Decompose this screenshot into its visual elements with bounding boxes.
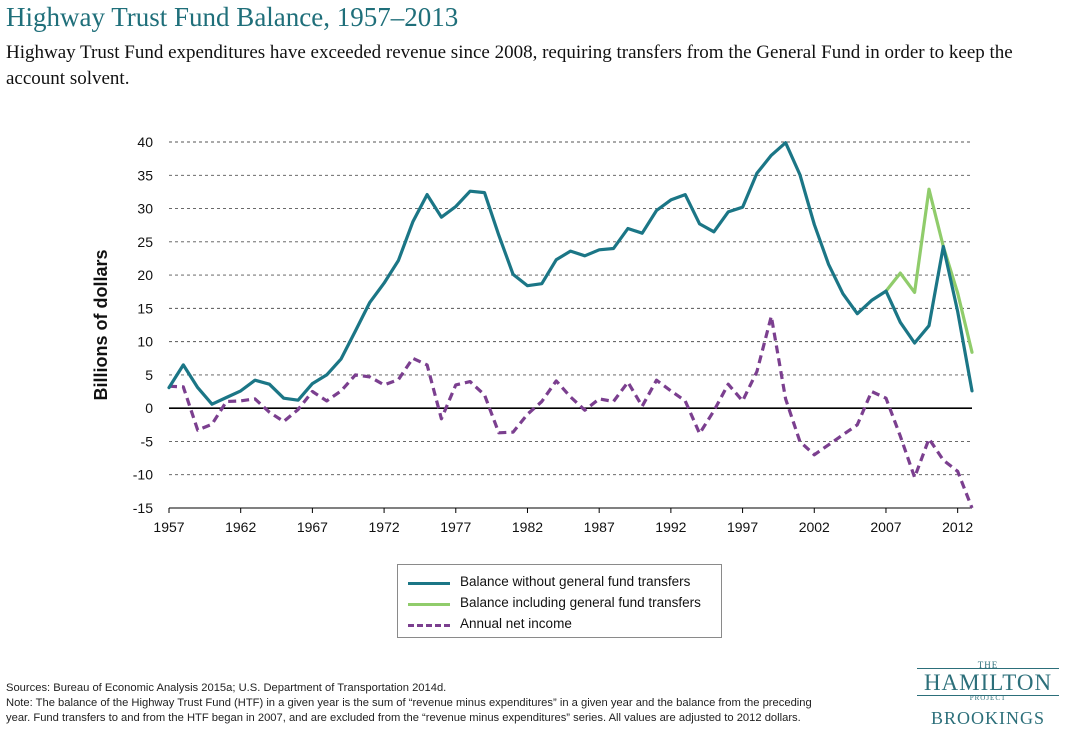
- x-tick-label: 1967: [297, 519, 328, 535]
- y-axis-ticks: 40 35 30 25 20 15 10 5 0 -5 -10 -15: [133, 134, 153, 516]
- x-tick-label: 1977: [440, 519, 471, 535]
- x-tick-label: 1982: [512, 519, 543, 535]
- x-tick-label: 1962: [225, 519, 256, 535]
- series-balance-including-transfers: [884, 187, 974, 354]
- series-balance-without-transfers: [167, 141, 974, 406]
- y-axis-label: Billions of dollars: [91, 249, 111, 400]
- y-tick-label: 40: [137, 134, 153, 150]
- x-tick-label: 1997: [727, 519, 758, 535]
- x-tick-label: 1992: [655, 519, 686, 535]
- legend-swatch-balance-without: [408, 582, 450, 585]
- x-tick-label: 1972: [369, 519, 400, 535]
- chart-legend: Balance without general fund transfers B…: [397, 564, 722, 638]
- x-tick-label: 2012: [942, 519, 973, 535]
- sources-text: Sources: Bureau of Economic Analysis 201…: [6, 682, 447, 694]
- hamilton-brookings-logo: THE HAMILTON PROJECT BROOKINGS: [915, 660, 1065, 735]
- x-tick-label: 2002: [799, 519, 830, 535]
- y-tick-label: -15: [133, 500, 153, 516]
- y-tick-label: 0: [145, 400, 153, 416]
- note-text-line-2: year. Fund transfers to and from the HTF…: [6, 712, 801, 724]
- line-chart: 40 35 30 25 20 15 10 5 0 -5 -10 -15 1957 1962 1967 197…: [91, 134, 974, 535]
- logo-brookings-text: BROOKINGS: [930, 708, 1045, 728]
- x-tick-label: 2007: [870, 519, 901, 535]
- y-tick-label: -10: [133, 467, 153, 483]
- logo-hamilton-text: HAMILTON: [917, 668, 1059, 696]
- legend-label: Balance including general fund transfers: [460, 595, 701, 610]
- y-tick-label: 10: [137, 334, 153, 350]
- y-tick-label: 25: [137, 234, 153, 250]
- x-tick-label: 1957: [153, 519, 184, 535]
- legend-swatch-balance-including: [408, 603, 450, 606]
- gridlines: [169, 141, 972, 509]
- series-lines: [167, 141, 974, 509]
- x-tick-label: 1987: [584, 519, 615, 535]
- legend-label: Annual net income: [460, 616, 572, 631]
- logo-the-text: THE: [977, 660, 999, 670]
- y-tick-label: -5: [141, 433, 154, 449]
- chart-title: Highway Trust Fund Balance, 1957–2013: [6, 2, 459, 32]
- y-tick-label: 35: [137, 167, 153, 183]
- legend-swatch-net-income: [408, 624, 450, 627]
- footnotes: Sources: Bureau of Economic Analysis 201…: [6, 681, 901, 726]
- note-text-line-1: Note: The balance of the Highway Trust F…: [6, 697, 812, 709]
- series-annual-net-income: [168, 314, 974, 509]
- chart-subtitle: Highway Trust Fund expenditures have exc…: [6, 42, 1013, 89]
- x-axis-ticks: 1957 1962 1967 1972 1977 1982 1987 1992 1997 2002…: [153, 508, 973, 535]
- y-tick-label: 30: [137, 201, 153, 217]
- legend-label: Balance without general fund transfers: [460, 574, 691, 589]
- logo-project-text: PROJECT: [969, 694, 1007, 702]
- y-tick-label: 15: [137, 300, 153, 316]
- y-tick-label: 5: [145, 367, 153, 383]
- y-tick-label: 20: [137, 267, 153, 283]
